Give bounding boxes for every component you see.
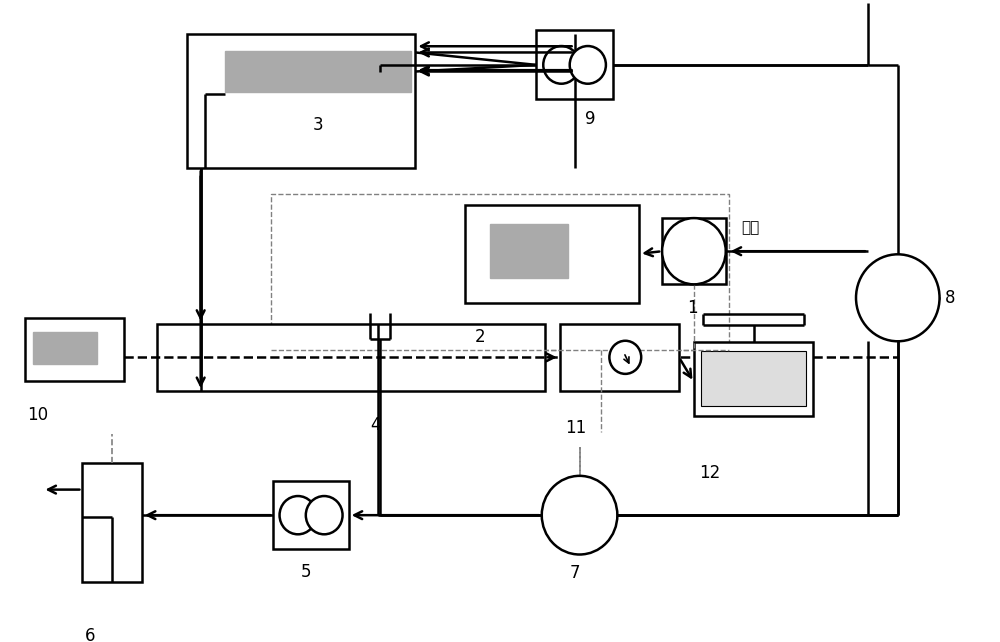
Bar xyxy=(701,351,806,406)
Bar xyxy=(465,205,639,303)
Circle shape xyxy=(306,496,343,534)
Bar xyxy=(187,34,415,168)
Bar xyxy=(25,318,124,381)
Bar xyxy=(273,481,349,550)
Bar xyxy=(490,224,568,279)
Circle shape xyxy=(280,496,316,534)
Circle shape xyxy=(542,476,617,555)
Text: 9: 9 xyxy=(585,110,596,128)
Text: 2: 2 xyxy=(475,329,486,347)
Bar xyxy=(157,324,545,391)
Text: 尾气: 尾气 xyxy=(742,220,760,236)
Text: 5: 5 xyxy=(301,562,312,580)
Circle shape xyxy=(570,46,606,83)
Text: 10: 10 xyxy=(27,406,48,424)
Text: 8: 8 xyxy=(945,289,955,307)
Bar xyxy=(662,218,726,284)
Text: 3: 3 xyxy=(313,116,323,134)
Bar xyxy=(271,195,729,349)
Circle shape xyxy=(662,218,726,284)
Text: 12: 12 xyxy=(699,464,720,482)
Text: 6: 6 xyxy=(85,627,96,642)
Bar xyxy=(536,30,613,100)
Text: 11: 11 xyxy=(565,419,586,437)
Circle shape xyxy=(856,254,940,342)
Circle shape xyxy=(609,341,641,374)
Bar xyxy=(33,332,97,365)
Bar xyxy=(225,51,411,92)
Circle shape xyxy=(543,46,579,83)
Text: 4: 4 xyxy=(370,415,381,433)
Text: 7: 7 xyxy=(570,564,580,582)
Bar xyxy=(560,324,679,391)
Text: 1: 1 xyxy=(688,299,698,317)
Bar xyxy=(694,342,813,416)
Bar xyxy=(82,464,142,582)
